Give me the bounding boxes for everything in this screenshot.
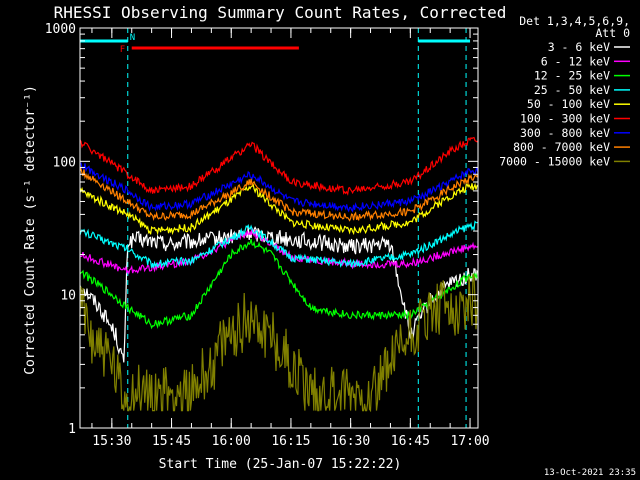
x-axis-label: Start Time (25-Jan-07 15:22:22) bbox=[159, 457, 402, 472]
legend-label-1: 6 - 12 keV bbox=[541, 54, 610, 68]
series-line-4 bbox=[79, 182, 479, 236]
series-line-8 bbox=[79, 273, 479, 413]
legend-label-6: 300 - 800 keV bbox=[520, 126, 610, 140]
series-layer bbox=[79, 136, 479, 413]
chart-title: RHESSI Observing Summary Count Rates, Co… bbox=[54, 3, 507, 22]
legend-label-0: 3 - 6 keV bbox=[548, 40, 610, 54]
x-tick-label-3: 16:15 bbox=[271, 434, 310, 449]
series-line-5 bbox=[79, 136, 479, 196]
series-line-0 bbox=[79, 226, 479, 363]
x-tick-label-1: 15:45 bbox=[152, 434, 191, 449]
x-tick-label-2: 16:00 bbox=[212, 434, 251, 449]
plot-frame bbox=[79, 27, 479, 429]
legend-header-line1: Det 1,3,4,5,6,9, bbox=[519, 14, 630, 28]
series-line-1 bbox=[79, 227, 479, 275]
legend-label-2: 12 - 25 keV bbox=[534, 69, 610, 83]
legend-label-7: 800 - 7000 keV bbox=[513, 140, 610, 154]
legend-label-5: 100 - 300 keV bbox=[520, 112, 610, 126]
series-line-2 bbox=[79, 238, 478, 330]
footer-date: 13-Oct-2021 23:35 bbox=[544, 468, 636, 478]
x-tick-label-0: 15:30 bbox=[92, 434, 131, 449]
series-line-7 bbox=[79, 167, 479, 222]
series-line-3 bbox=[79, 220, 479, 269]
status-bar-label-2: F bbox=[120, 45, 125, 55]
x-tick-label-5: 16:45 bbox=[391, 434, 430, 449]
axes: 1 10 100 1000 15:30 15:45 16:00 16:15 16:30 16:45… bbox=[45, 22, 490, 449]
legend-label-4: 50 - 100 keV bbox=[527, 97, 610, 111]
y-tick-label-1: 10 bbox=[60, 289, 76, 304]
legend-label-3: 25 - 50 keV bbox=[534, 83, 610, 97]
y-tick-label-2: 100 bbox=[53, 155, 76, 170]
status-bar-label-0: N bbox=[130, 33, 135, 43]
x-tick-label-4: 16:30 bbox=[331, 434, 370, 449]
legend-header-line2: Att 0 bbox=[595, 26, 630, 40]
y-tick-label-3: 1000 bbox=[45, 22, 76, 37]
y-tick-label-0: 1 bbox=[68, 422, 76, 437]
y-axis-label: Corrected Count Rate (s⁻¹ detector⁻¹) bbox=[23, 85, 38, 375]
series-line-6 bbox=[79, 162, 479, 213]
legend-label-8: 7000 - 15000 keV bbox=[499, 154, 610, 168]
status-bars: NF bbox=[80, 33, 471, 55]
x-tick-label-6: 17:00 bbox=[450, 434, 489, 449]
